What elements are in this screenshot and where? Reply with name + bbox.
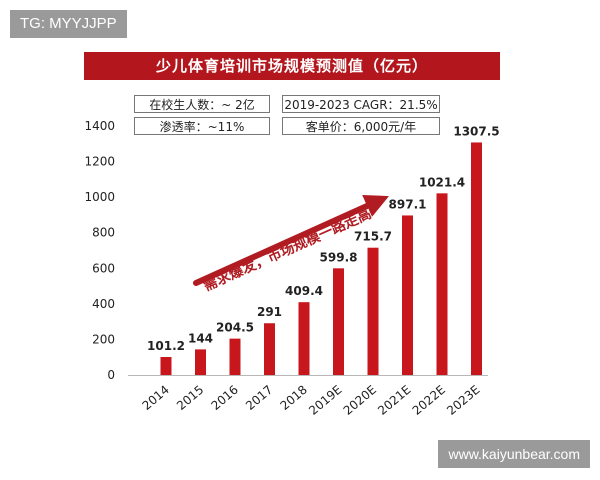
data-label: 144 xyxy=(188,331,213,345)
y-tick-label: 1400 xyxy=(84,119,115,133)
data-label: 291 xyxy=(257,305,282,319)
x-tick-label: 2019E xyxy=(306,383,344,418)
bar xyxy=(195,349,206,375)
chart-title: 少儿体育培训市场规模预测值（亿元） xyxy=(84,52,500,80)
x-tick-label: 2014 xyxy=(140,383,172,413)
y-tick-label: 400 xyxy=(92,297,115,311)
bar xyxy=(471,142,482,375)
y-tick-label: 800 xyxy=(92,226,115,240)
y-tick-label: 600 xyxy=(92,261,115,275)
info-box-cagr: 2019-2023 CAGR：21.5% xyxy=(282,95,440,113)
x-tick-label: 2015 xyxy=(174,383,206,413)
bar xyxy=(229,338,241,375)
trend-arrow xyxy=(193,194,389,286)
data-label: 715.7 xyxy=(354,230,392,244)
bar xyxy=(436,193,448,375)
x-tick-label: 2018 xyxy=(278,383,310,413)
bar xyxy=(298,302,310,375)
y-tick-label: 200 xyxy=(92,332,115,346)
data-label: 897.1 xyxy=(389,197,427,211)
x-tick-label: 2017 xyxy=(243,383,275,413)
data-label: 599.8 xyxy=(320,250,358,264)
bar xyxy=(160,357,172,375)
watermark-bottom-right: www.kaiyunbear.com xyxy=(438,440,590,468)
info-box-students: 在校生人数：~ 2亿 xyxy=(134,95,270,113)
info-box-penetration: 渗透率：~11% xyxy=(134,117,270,135)
watermark-top-left: TG: MYYJJPP xyxy=(10,10,127,38)
x-tick-label: 2021E xyxy=(375,383,413,418)
data-label: 1307.5 xyxy=(453,124,499,138)
data-label: 409.4 xyxy=(285,284,323,298)
bar xyxy=(264,323,275,375)
data-label: 1021.4 xyxy=(419,175,465,189)
bar xyxy=(367,247,379,375)
y-tick-label: 0 xyxy=(107,368,115,382)
x-tick-label: 2020E xyxy=(341,383,379,418)
bar xyxy=(333,268,344,375)
data-label: 101.2 xyxy=(147,339,185,353)
bar xyxy=(402,215,413,375)
data-label: 204.5 xyxy=(216,321,254,335)
info-box-unit-price: 客单价：6,000元/年 xyxy=(282,117,440,135)
x-tick-label: 2016 xyxy=(209,383,241,413)
x-tick-label: 2023E xyxy=(444,383,482,418)
y-tick-label: 1200 xyxy=(84,155,115,169)
x-tick-label: 2022E xyxy=(410,383,448,418)
y-tick-label: 1000 xyxy=(84,190,115,204)
